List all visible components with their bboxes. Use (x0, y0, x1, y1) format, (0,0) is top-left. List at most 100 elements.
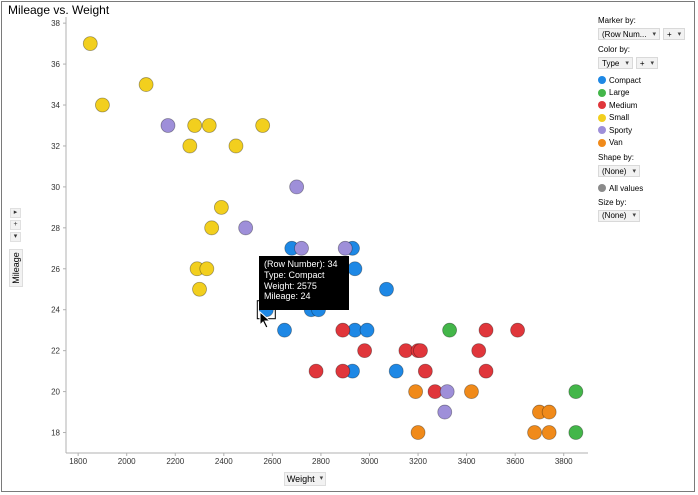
marker-sporty[interactable] (437, 404, 453, 420)
x-tick-label: 2200 (166, 457, 184, 466)
marker-small[interactable] (201, 118, 217, 133)
marker-medium[interactable] (417, 363, 433, 379)
x-tick-label: 2800 (312, 457, 330, 466)
axes: 18 20 22 24 26 28 30 32 34 36 38 1800 2000 2200 2400 26… (51, 17, 588, 466)
marker-by-add-button[interactable]: + ▾ (662, 28, 686, 40)
marker-small[interactable] (95, 97, 110, 113)
legend-item-large[interactable]: Large (598, 87, 690, 100)
legend-item-medium[interactable]: Medium (598, 99, 690, 112)
marker-tooltip: (Row Number): 34 Type: Compact Weight: 2… (259, 256, 349, 310)
marker-small[interactable] (182, 138, 198, 154)
circle-icon (598, 113, 606, 122)
legend-item-van[interactable]: Van (598, 137, 690, 150)
tooltip-weight: Weight: 2575 (264, 280, 317, 291)
y-tick-label: 36 (51, 60, 60, 69)
marker-large[interactable] (568, 384, 584, 399)
color-by-title: Color by: (598, 45, 631, 54)
marker-compact[interactable] (359, 322, 375, 338)
marker-small[interactable] (192, 281, 207, 297)
size-by-dropdown[interactable]: (None) ▾ (598, 209, 640, 222)
marker-small[interactable] (228, 138, 244, 154)
x-tick-label: 3000 (361, 457, 379, 466)
marker-small[interactable] (204, 220, 220, 236)
marker-van[interactable] (410, 425, 426, 440)
y-tick-label: 32 (51, 142, 60, 151)
chevron-down-icon: ▾ (632, 167, 636, 175)
shape-by-title: Shape by: (598, 153, 635, 162)
x-tick-label: 3800 (555, 457, 573, 466)
x-tick-label: 3400 (458, 457, 476, 466)
chevron-down-icon: ▾ (650, 59, 655, 67)
marker-sporty[interactable] (294, 240, 309, 256)
marker-small[interactable] (138, 77, 154, 92)
x-axis-selector[interactable]: Weight ▾ (284, 472, 326, 486)
tooltip-row-number: (Row Number): 34 (264, 259, 338, 269)
color-by-dropdown[interactable]: Type ▾ (598, 57, 633, 69)
markers[interactable] (82, 36, 584, 440)
circle-icon (598, 101, 606, 110)
marker-medium[interactable] (335, 363, 351, 379)
marker-compact[interactable] (277, 322, 292, 338)
y-dropdown-button[interactable]: ▾ (10, 232, 21, 242)
marker-compact[interactable] (347, 261, 363, 277)
y-tick-label: 18 (51, 429, 60, 438)
tooltip-mileage: Mileage: 24 (264, 291, 311, 302)
marker-sporty[interactable] (238, 220, 254, 236)
chevron-down-icon: ▾ (319, 475, 324, 482)
circle-icon (598, 138, 606, 147)
y-add-button[interactable]: + (10, 220, 21, 230)
marker-van[interactable] (464, 384, 479, 399)
marker-van[interactable] (541, 425, 557, 440)
marker-compact[interactable] (388, 363, 404, 379)
y-axis-selector[interactable]: Mileage (9, 249, 23, 287)
marker-sporty[interactable] (289, 179, 305, 195)
marker-van[interactable] (408, 384, 424, 399)
x-tick-label: 2000 (118, 457, 136, 466)
marker-sporty[interactable] (337, 240, 353, 256)
marker-medium[interactable] (357, 343, 373, 359)
legend-item-sporty[interactable]: Sporty (598, 124, 690, 137)
marker-small[interactable] (255, 118, 271, 133)
y-tick-label: 22 (51, 347, 60, 356)
x-axis-label: Weight (286, 474, 315, 484)
legend-item-small[interactable]: Small (598, 112, 690, 125)
marker-medium[interactable] (510, 322, 525, 338)
marker-by-title: Marker by: (598, 16, 636, 25)
y-tick-label: 30 (51, 183, 60, 192)
marker-van[interactable] (541, 404, 557, 420)
y-expand-button[interactable]: ▸ (10, 208, 21, 218)
marker-medium[interactable] (471, 343, 487, 359)
color-by-add-button[interactable]: + ▾ (635, 57, 659, 69)
legend-item-compact[interactable]: Compact (598, 74, 690, 87)
y-axis-label[interactable]: Mileage (9, 249, 23, 287)
marker-compact[interactable] (379, 281, 394, 297)
marker-medium[interactable] (478, 322, 494, 338)
x-tick-label: 3600 (506, 457, 524, 466)
marker-sporty[interactable] (160, 118, 176, 133)
mouse-pointer-icon (259, 311, 272, 329)
circle-icon (598, 126, 606, 135)
marker-van[interactable] (527, 425, 542, 440)
chart-title: Mileage vs. Weight (8, 3, 110, 17)
marker-small[interactable] (187, 118, 203, 133)
legend-item-all-values[interactable]: All values (598, 182, 690, 195)
tooltip-type: Type: Compact (264, 269, 325, 280)
marker-medium[interactable] (335, 322, 351, 338)
size-by-title: Size by: (598, 197, 627, 207)
marker-by-dropdown[interactable]: (Row Num... ▾ (598, 28, 660, 40)
marker-medium[interactable] (478, 363, 494, 379)
marker-large[interactable] (442, 322, 458, 338)
marker-small[interactable] (82, 36, 98, 52)
marker-small[interactable] (199, 261, 215, 277)
marker-medium[interactable] (413, 343, 428, 359)
y-tick-label: 38 (51, 19, 60, 28)
color-legend-items: Compact Large Medium Small Sporty Van (598, 74, 690, 149)
marker-small[interactable] (213, 199, 229, 215)
marker-medium[interactable] (308, 363, 324, 379)
marker-large[interactable] (568, 425, 584, 440)
circle-icon (598, 76, 606, 85)
marker-sporty[interactable] (439, 384, 455, 399)
y-tick-label: 20 (51, 388, 60, 397)
shape-by-dropdown[interactable]: (None) ▾ (598, 165, 640, 177)
